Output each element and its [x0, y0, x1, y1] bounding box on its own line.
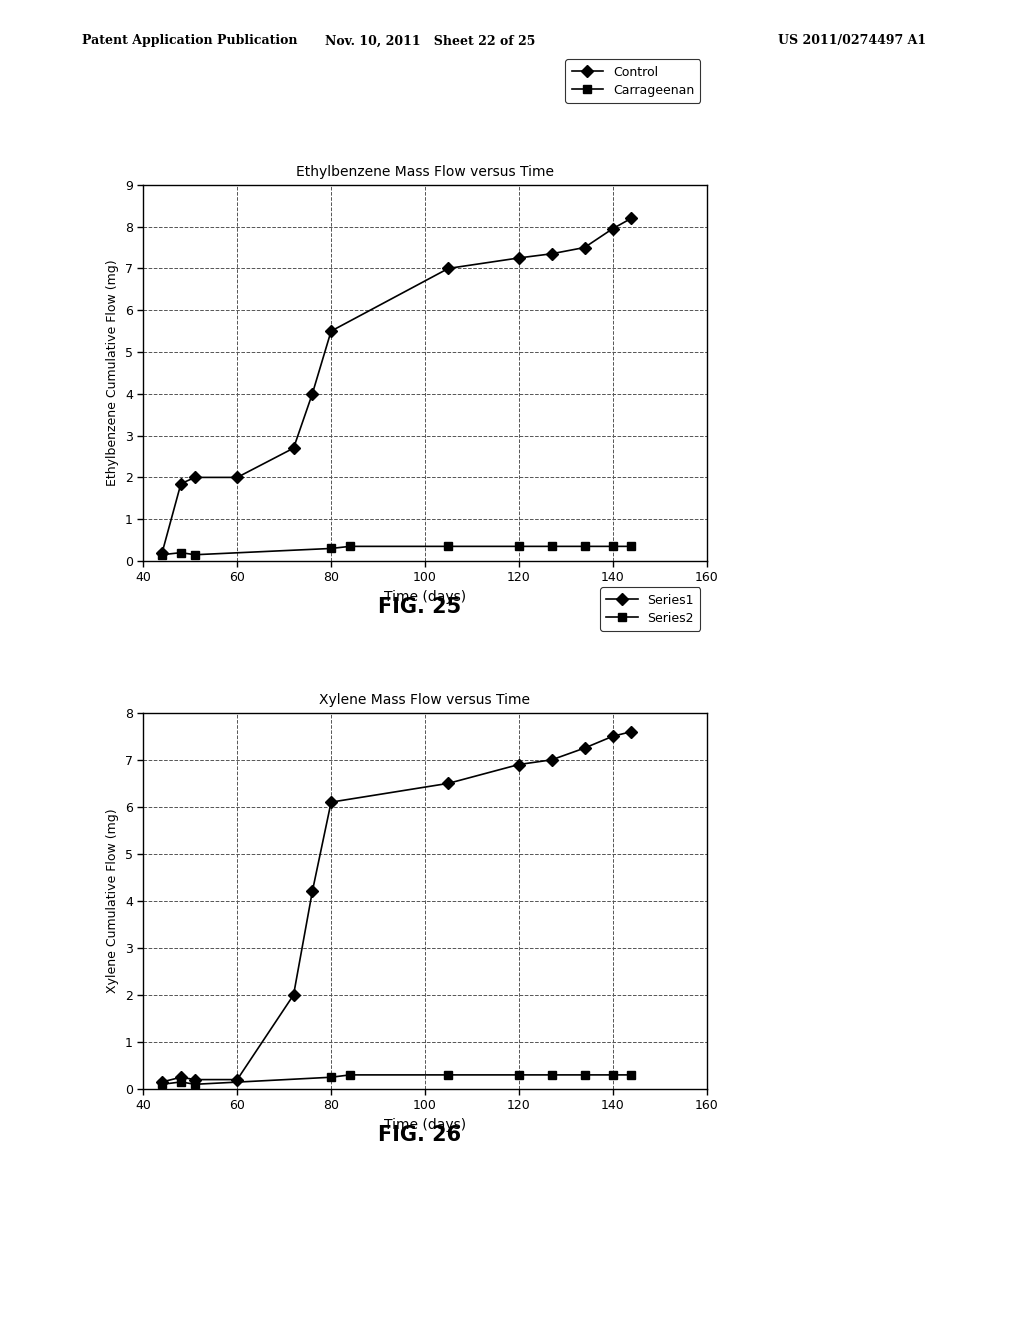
Control [156, 545, 168, 561]
Carrageenan [626, 539, 638, 554]
Control [606, 220, 618, 236]
Control [288, 441, 300, 457]
Series1 [513, 756, 525, 772]
Carrageenan [442, 539, 455, 554]
Carrageenan [175, 545, 187, 561]
Carrageenan [579, 539, 591, 554]
Carrageenan [344, 539, 356, 554]
Control [513, 249, 525, 265]
Series2 [513, 1067, 525, 1082]
Title: Ethylbenzene Mass Flow versus Time: Ethylbenzene Mass Flow versus Time [296, 165, 554, 180]
Series2 [626, 1067, 638, 1082]
Series1 [546, 752, 558, 768]
Carrageenan [156, 546, 168, 562]
Series1 [288, 987, 300, 1003]
Series1 [442, 775, 455, 791]
Line: Control: Control [158, 214, 636, 557]
Y-axis label: Ethylbenzene Cumulative Flow (mg): Ethylbenzene Cumulative Flow (mg) [106, 260, 120, 486]
Control [188, 470, 201, 486]
Series1 [626, 723, 638, 739]
Series2 [325, 1069, 337, 1085]
Carrageenan [325, 541, 337, 557]
Text: Nov. 10, 2011   Sheet 22 of 25: Nov. 10, 2011 Sheet 22 of 25 [325, 34, 536, 48]
Title: Xylene Mass Flow versus Time: Xylene Mass Flow versus Time [319, 693, 530, 708]
Control [325, 323, 337, 339]
Control [579, 240, 591, 256]
Legend: Control, Carrageenan: Control, Carrageenan [565, 59, 700, 103]
Series2 [579, 1067, 591, 1082]
Control [175, 475, 187, 491]
Text: FIG. 26: FIG. 26 [378, 1125, 462, 1144]
Series2 [606, 1067, 618, 1082]
X-axis label: Time (days): Time (days) [384, 590, 466, 605]
Control [306, 385, 318, 401]
Series1 [579, 741, 591, 756]
Series1 [188, 1072, 201, 1088]
Legend: Series1, Series2: Series1, Series2 [600, 587, 700, 631]
Line: Series1: Series1 [158, 727, 636, 1086]
Text: FIG. 25: FIG. 25 [378, 597, 462, 616]
Y-axis label: Xylene Cumulative Flow (mg): Xylene Cumulative Flow (mg) [106, 809, 120, 993]
Text: US 2011/0274497 A1: US 2011/0274497 A1 [778, 34, 927, 48]
Series2 [175, 1074, 187, 1090]
X-axis label: Time (days): Time (days) [384, 1118, 466, 1133]
Control [626, 210, 638, 226]
Control [231, 470, 244, 486]
Series2 [156, 1076, 168, 1092]
Carrageenan [606, 539, 618, 554]
Text: Patent Application Publication: Patent Application Publication [82, 34, 297, 48]
Control [442, 260, 455, 276]
Series1 [606, 729, 618, 744]
Series2 [442, 1067, 455, 1082]
Series2 [546, 1067, 558, 1082]
Series1 [175, 1069, 187, 1085]
Series1 [325, 795, 337, 810]
Series1 [306, 883, 318, 899]
Carrageenan [513, 539, 525, 554]
Carrageenan [546, 539, 558, 554]
Series2 [344, 1067, 356, 1082]
Line: Series2: Series2 [158, 1071, 636, 1089]
Line: Carrageenan: Carrageenan [158, 543, 636, 558]
Series1 [231, 1072, 244, 1088]
Control [546, 246, 558, 261]
Series1 [156, 1074, 168, 1090]
Series2 [188, 1076, 201, 1092]
Carrageenan [188, 546, 201, 562]
